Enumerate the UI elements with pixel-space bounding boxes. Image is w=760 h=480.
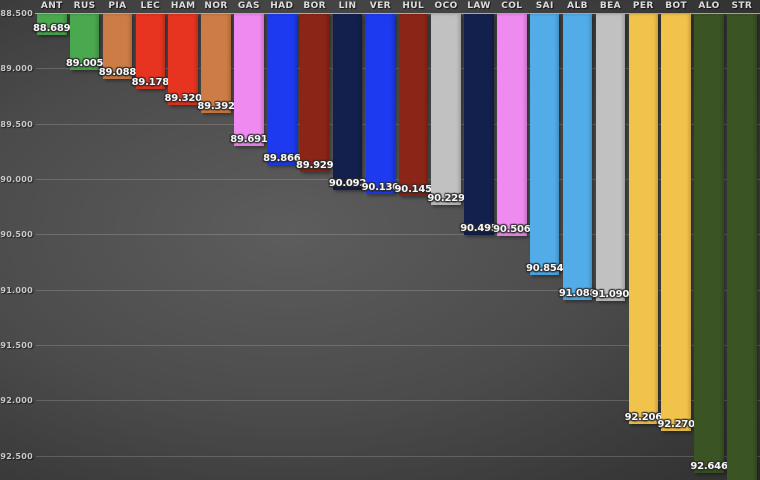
bar-value-label-alo: 92.646 [690,460,728,472]
gridline [36,123,760,125]
bar-ant [37,14,67,35]
ytick-label: 88.500 [0,9,33,18]
driver-code-label-nor: NOR [204,1,228,11]
bar-nor [201,14,231,113]
driver-code-label-col: COL [501,1,523,11]
bar-gas [234,14,264,146]
bar-value-label-bot: 92.270 [657,419,695,431]
gridline [36,455,760,457]
driver-code-label-gas: GAS [237,1,260,11]
driver-code-label-oco: OCO [434,1,458,11]
gridline [36,234,760,236]
driver-code-label-law: LAW [467,1,491,11]
bar-value-label-col: 90.506 [493,224,531,236]
ytick-label: 90.500 [0,230,33,240]
driver-code-label-bea: BEA [599,1,622,11]
driver-code-label-ver: VER [369,1,391,11]
bar-alb [562,14,593,301]
bar-value-label-nor: 89.392 [197,100,235,112]
bar-col [497,14,527,237]
bar-value-label-law: 90.495 [460,222,498,234]
ytick-label: 91.000 [0,285,33,295]
bar-per [628,14,659,425]
bar-value-label-per: 92.206 [624,412,663,424]
bar-lin [332,14,363,191]
bar-law [464,14,494,235]
bar-value-label-rus: 89.005 [65,57,104,69]
bar-had [267,14,297,166]
driver-code-label-alo: ALO [698,1,720,11]
ytick-label: 91.500 [0,341,33,351]
bar-value-label-ant: 88.689 [33,22,71,34]
bar-alo [694,14,724,473]
bar-str [727,14,757,480]
bar-value-label-ver: 90.130 [361,182,400,194]
bar-bea [595,14,626,301]
driver-code-label-per: PER [632,1,654,11]
driver-code-label-rus: RUS [73,1,96,11]
bar-ver [365,14,396,195]
bar-value-label-sai: 90.854 [526,262,564,274]
bar-value-label-lec: 89.178 [131,77,170,89]
driver-code-label-bor: BOR [303,1,326,11]
bar-oco [431,14,461,206]
top-axis-line [35,13,760,14]
bar-sai [529,14,560,275]
bar-hul [398,14,428,197]
gridline [36,400,760,402]
gridline [36,289,760,291]
bar-rus [69,14,100,70]
bar-lec [135,14,166,90]
gridline [36,68,760,70]
driver-code-label-had: HAD [270,1,294,11]
bar-value-label-hul: 90.145 [394,184,433,196]
driver-code-label-ant: ANT [40,1,63,11]
driver-code-label-ham: HAM [170,1,196,11]
driver-code-label-alb: ALB [567,1,588,11]
driver-code-label-bot: BOT [665,1,688,11]
driver-code-label-str: STR [731,1,753,11]
driver-code-label-lec: LEC [140,1,161,11]
driver-code-label-lin: LIN [338,1,357,11]
bar-value-label-oco: 90.229 [427,193,465,205]
gridline [36,179,760,181]
bar-value-label-alb: 91.088 [558,288,597,300]
bar-bot [661,14,691,432]
bar-ham [168,14,198,105]
bar-value-label-bea: 91.090 [591,288,630,300]
bar-pia [102,14,133,80]
ytick-label: 90.000 [0,175,33,185]
bar-value-label-pia: 89.088 [98,67,137,79]
ytick-label: 89.000 [0,64,33,74]
driver-code-label-hul: HUL [402,1,425,11]
bar-value-label-lin: 90.092 [328,178,367,190]
gridline [36,345,760,347]
bar-bor [299,14,330,173]
bar-value-label-bor: 89.929 [295,160,334,172]
bar-value-label-ham: 89.320 [164,92,203,104]
driver-code-label-pia: PIA [108,1,127,11]
ytick-label: 92.000 [0,396,33,406]
ytick-label: 92.500 [0,451,33,461]
driver-code-label-sai: SAI [535,1,554,11]
ytick-label: 89.500 [0,119,33,129]
bar-value-label-had: 89.866 [263,153,301,165]
bar-value-label-gas: 89.691 [230,133,268,145]
